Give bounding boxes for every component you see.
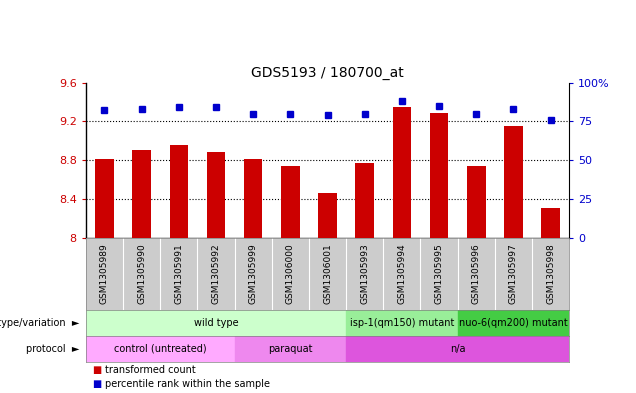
Text: GSM1305993: GSM1305993 xyxy=(360,244,370,304)
Bar xyxy=(392,107,411,238)
Text: GSM1305990: GSM1305990 xyxy=(137,244,146,304)
Bar xyxy=(132,151,151,238)
Bar xyxy=(346,310,458,336)
Bar xyxy=(170,145,188,238)
Bar xyxy=(244,159,263,238)
Bar xyxy=(504,126,523,238)
Bar xyxy=(281,166,300,238)
Bar xyxy=(86,336,235,362)
Bar xyxy=(318,193,337,238)
Bar xyxy=(458,310,569,336)
Bar xyxy=(430,113,448,238)
Text: GSM1305998: GSM1305998 xyxy=(546,244,555,304)
Text: GSM1305997: GSM1305997 xyxy=(509,244,518,304)
Text: percentile rank within the sample: percentile rank within the sample xyxy=(105,379,270,389)
Bar xyxy=(356,163,374,238)
Text: GSM1305999: GSM1305999 xyxy=(249,244,258,304)
Bar xyxy=(207,152,225,238)
Text: GSM1305994: GSM1305994 xyxy=(398,244,406,304)
Text: genotype/variation  ►: genotype/variation ► xyxy=(0,318,80,328)
Bar xyxy=(235,336,346,362)
Text: nuo-6(qm200) mutant: nuo-6(qm200) mutant xyxy=(459,318,568,328)
Text: GSM1305996: GSM1305996 xyxy=(472,244,481,304)
Text: GSM1305989: GSM1305989 xyxy=(100,244,109,304)
Text: isp-1(qm150) mutant: isp-1(qm150) mutant xyxy=(350,318,454,328)
Text: GSM1306000: GSM1306000 xyxy=(286,244,295,304)
Text: GSM1305992: GSM1305992 xyxy=(212,244,221,304)
Text: GSM1305995: GSM1305995 xyxy=(434,244,443,304)
Bar xyxy=(346,336,569,362)
Title: GDS5193 / 180700_at: GDS5193 / 180700_at xyxy=(251,66,404,80)
Text: paraquat: paraquat xyxy=(268,344,313,354)
Text: transformed count: transformed count xyxy=(105,365,196,375)
Text: GSM1305991: GSM1305991 xyxy=(174,244,183,304)
Text: ■: ■ xyxy=(92,379,102,389)
Bar xyxy=(541,208,560,238)
Text: ■: ■ xyxy=(92,365,102,375)
Text: protocol  ►: protocol ► xyxy=(26,344,80,354)
Bar xyxy=(86,310,346,336)
Bar xyxy=(467,166,485,238)
Bar xyxy=(95,159,114,238)
Text: wild type: wild type xyxy=(194,318,238,328)
Text: GSM1306001: GSM1306001 xyxy=(323,244,332,304)
Text: control (untreated): control (untreated) xyxy=(114,344,207,354)
Text: n/a: n/a xyxy=(450,344,466,354)
